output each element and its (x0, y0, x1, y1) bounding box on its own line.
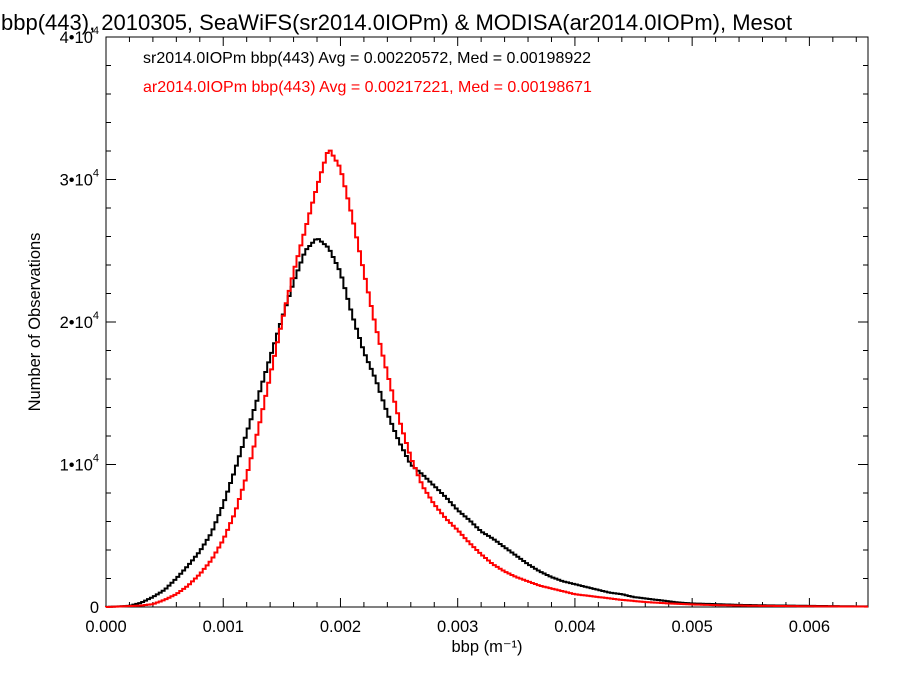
x-tick-label: 0.001 (203, 618, 244, 636)
y-tick-label: 2•104 (60, 310, 99, 332)
x-tick-label: 0.000 (85, 618, 126, 636)
series-0-histogram (105, 238, 868, 608)
x-tick-label: 0.002 (320, 618, 361, 636)
y-tick-exponent: 4 (93, 310, 99, 322)
series-1-histogram (105, 149, 868, 608)
series-layer (105, 149, 868, 608)
chart-title: bbp(443), 2010305, SeaWiFS(sr2014.0IOPm)… (1, 10, 792, 35)
legend: sr2014.0IOPm bbp(443) Avg = 0.00220572, … (143, 50, 592, 96)
y-tick-label: 3•104 (60, 168, 99, 190)
x-tick-label: 0.003 (437, 618, 478, 636)
legend-entry-0: sr2014.0IOPm bbp(443) Avg = 0.00220572, … (143, 50, 591, 67)
x-axis-label: bbp (m⁻¹) (451, 638, 522, 656)
x-tick-label: 0.004 (554, 618, 595, 636)
y-tick-label: 4•104 (60, 25, 99, 47)
y-tick-exponent: 4 (93, 168, 99, 180)
x-tick-label: 0.006 (789, 618, 830, 636)
y-tick-exponent: 4 (93, 453, 99, 465)
y-tick-base: 4•10 (60, 29, 93, 47)
plot-frame (105, 36, 869, 608)
y-tick-label: 1•104 (60, 453, 99, 475)
x-tick-label: 0.005 (672, 618, 713, 636)
y-tick-label: 0 (90, 599, 99, 617)
y-axis-label: Number of Observations (26, 233, 44, 412)
y-tick-base: 3•10 (60, 172, 93, 190)
y-tick-base: 2•10 (60, 314, 93, 332)
y-tick-base: 0 (90, 599, 99, 617)
x-axis: 0.000 0.001 0.002 0.003 0.004 0.005 0.006 (85, 37, 857, 636)
legend-entry-1: ar2014.0IOPm bbp(443) Avg = 0.00217221, … (143, 79, 592, 96)
y-tick-base: 1•10 (60, 457, 93, 475)
y-tick-exponent: 4 (93, 25, 99, 37)
